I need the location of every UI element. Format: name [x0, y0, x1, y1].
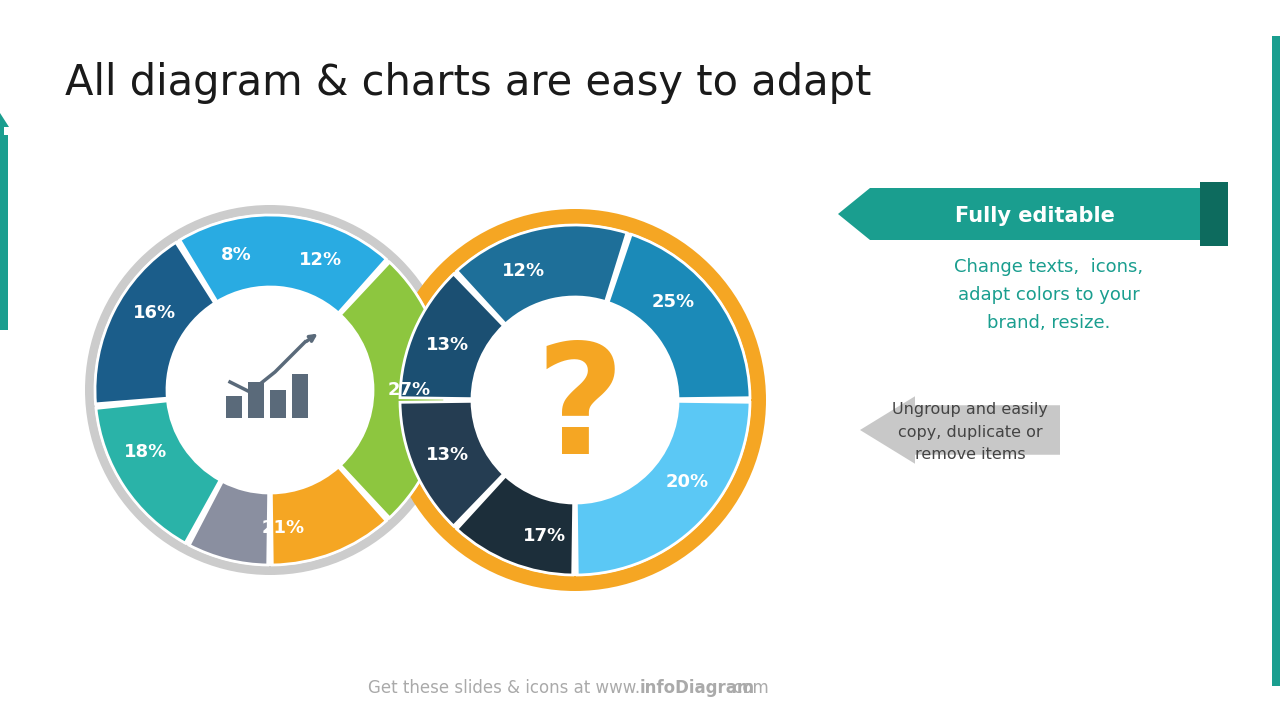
Text: 18%: 18% [124, 443, 168, 461]
Wedge shape [340, 262, 445, 518]
Circle shape [384, 209, 765, 591]
Bar [270, 390, 285, 418]
Wedge shape [96, 401, 220, 543]
Text: 16%: 16% [133, 305, 175, 323]
Text: Change texts,  icons,
adapt colors to your
brand, resize.: Change texts, icons, adapt colors to you… [955, 258, 1143, 332]
Text: 20%: 20% [666, 473, 709, 491]
Wedge shape [401, 274, 503, 399]
FancyArrow shape [838, 188, 870, 240]
Circle shape [84, 205, 454, 575]
Text: 12%: 12% [502, 262, 545, 280]
Text: 12%: 12% [298, 251, 342, 269]
Circle shape [169, 289, 371, 491]
Wedge shape [457, 225, 627, 324]
Bar [870, 188, 1201, 240]
Text: 13%: 13% [426, 446, 468, 464]
Wedge shape [189, 482, 269, 565]
Text: infoDiagram: infoDiagram [640, 679, 755, 697]
Bar [248, 382, 264, 418]
Text: ?: ? [536, 338, 625, 487]
Wedge shape [576, 401, 750, 575]
Circle shape [93, 214, 445, 566]
Wedge shape [457, 476, 573, 575]
Text: 27%: 27% [388, 381, 430, 399]
Text: Ungroup and easily
copy, duplicate or
remove items: Ungroup and easily copy, duplicate or re… [892, 402, 1048, 462]
Text: 25%: 25% [652, 293, 695, 311]
Text: .com: .com [728, 679, 769, 697]
Wedge shape [271, 467, 387, 565]
Text: 13%: 13% [426, 336, 468, 354]
FancyArrow shape [860, 396, 1060, 464]
FancyArrow shape [0, 113, 9, 135]
Wedge shape [401, 401, 503, 526]
Text: Get these slides & icons at www.: Get these slides & icons at www. [367, 679, 640, 697]
Bar [1272, 36, 1280, 686]
Text: Fully editable: Fully editable [955, 206, 1115, 226]
Bar [227, 396, 242, 418]
Text: All diagram & charts are easy to adapt: All diagram & charts are easy to adapt [65, 62, 872, 104]
Circle shape [399, 224, 751, 576]
Wedge shape [95, 243, 215, 404]
Wedge shape [179, 215, 387, 313]
Bar [0, 135, 8, 330]
Bar [1201, 182, 1228, 246]
Wedge shape [608, 234, 750, 399]
Text: 17%: 17% [524, 526, 566, 544]
Bar [292, 374, 308, 418]
Text: 21%: 21% [261, 519, 305, 537]
Circle shape [474, 299, 676, 501]
Text: 8%: 8% [220, 246, 251, 264]
